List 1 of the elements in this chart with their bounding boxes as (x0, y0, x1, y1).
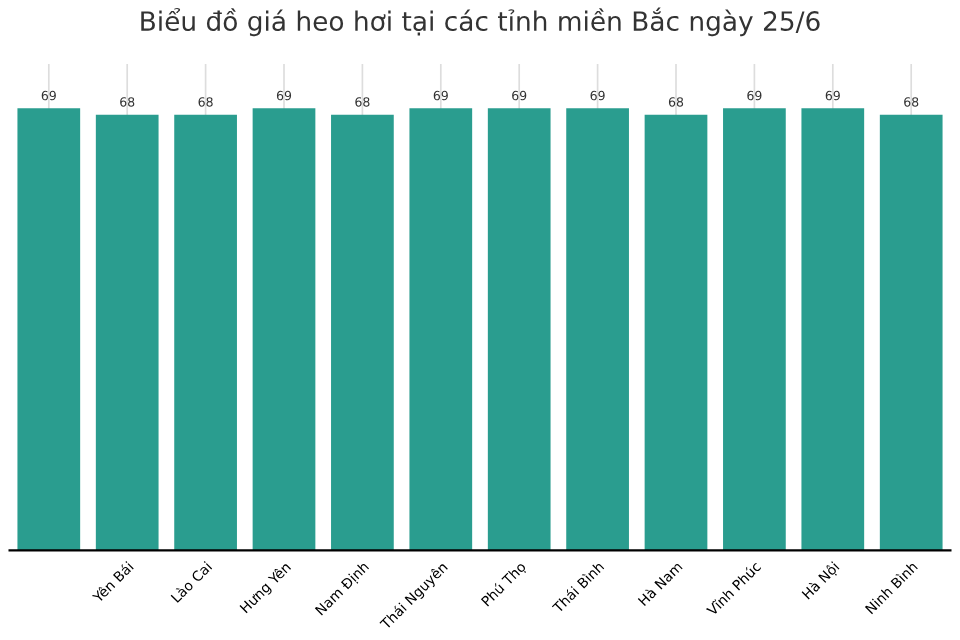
chart-title: Biểu đồ giá heo hơi tại các tỉnh miền Bắc ngày 25/6 (141, 7, 820, 37)
